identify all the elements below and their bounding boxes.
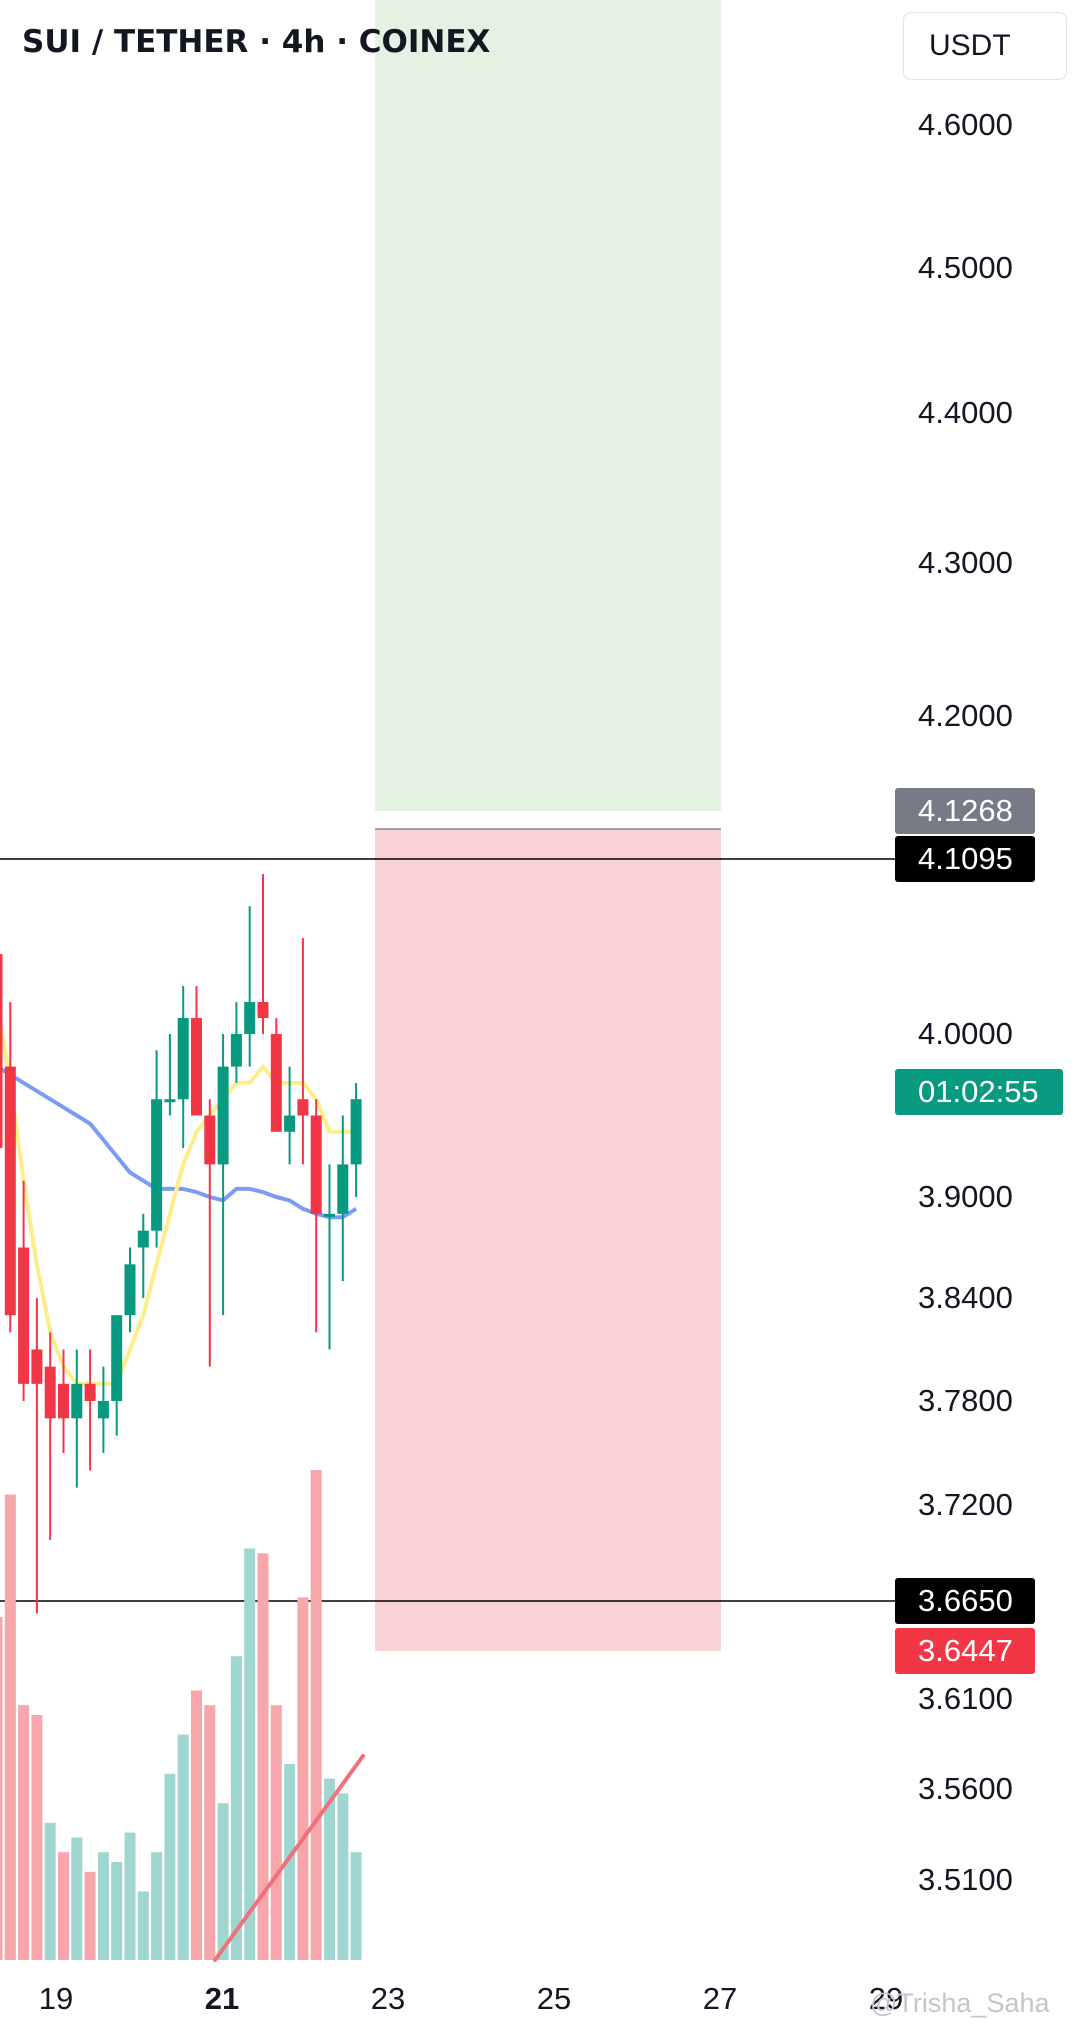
candle bbox=[4, 1066, 16, 1316]
volume-bar bbox=[337, 1793, 349, 1960]
price-axis-label: 4.5000 bbox=[918, 250, 1013, 285]
candle bbox=[124, 1264, 136, 1316]
volume-bar bbox=[58, 1852, 69, 1960]
candle bbox=[350, 1099, 362, 1165]
price-axis-label: 3.7800 bbox=[918, 1383, 1013, 1418]
volume-bar bbox=[177, 1734, 189, 1960]
candle bbox=[324, 1213, 335, 1217]
target-price-tag: 4.1268 bbox=[895, 788, 1035, 834]
volume-bar bbox=[257, 1553, 269, 1960]
candle bbox=[71, 1383, 83, 1419]
candle bbox=[337, 1164, 349, 1214]
price-axis-label: 4.2000 bbox=[918, 698, 1013, 733]
time-axis-label: 27 bbox=[702, 1981, 738, 2016]
candle bbox=[18, 1247, 30, 1384]
volume-bar bbox=[111, 1862, 123, 1960]
candle bbox=[244, 1002, 256, 1034]
volume-bar bbox=[4, 1494, 16, 1960]
volume-bar bbox=[284, 1764, 296, 1960]
price-axis-label: 4.6000 bbox=[918, 107, 1013, 142]
moving-average-fast bbox=[0, 1007, 357, 1386]
price-axis-label: 3.8400 bbox=[918, 1280, 1013, 1315]
volume-bar bbox=[97, 1852, 109, 1960]
price-axis-label: 3.9000 bbox=[918, 1179, 1013, 1214]
candle bbox=[31, 1349, 43, 1384]
candle bbox=[58, 1383, 69, 1419]
chart-title: SUI / TETHER · 4h · COINEX bbox=[22, 24, 491, 60]
candle bbox=[257, 1002, 269, 1019]
volume-bar bbox=[350, 1852, 362, 1960]
support-line-price-tag: 3.6650 bbox=[895, 1578, 1035, 1624]
stop-price-tag: 3.6447 bbox=[895, 1628, 1035, 1674]
time-axis-label: 25 bbox=[536, 1981, 572, 2016]
candle bbox=[297, 1099, 309, 1116]
trend-line bbox=[213, 1754, 365, 1962]
volume-bar bbox=[31, 1715, 43, 1960]
loss-zone bbox=[375, 829, 721, 1651]
volume-bar bbox=[270, 1705, 282, 1960]
candle bbox=[84, 1383, 96, 1401]
volume-bar bbox=[324, 1778, 335, 1960]
candle bbox=[0, 954, 3, 1149]
volume-bar bbox=[191, 1690, 202, 1960]
candle bbox=[177, 1018, 189, 1100]
price-axis-label: 4.3000 bbox=[918, 545, 1013, 580]
volume-bar bbox=[297, 1597, 309, 1960]
candle bbox=[137, 1230, 149, 1248]
price-axis-label: 4.4000 bbox=[918, 395, 1013, 430]
volume-bar bbox=[244, 1548, 256, 1960]
volume-bar bbox=[137, 1891, 149, 1960]
volume-bar bbox=[310, 1470, 322, 1960]
candle bbox=[151, 1099, 163, 1231]
candle bbox=[204, 1115, 216, 1165]
candle bbox=[284, 1115, 296, 1132]
candle bbox=[44, 1366, 56, 1419]
volume-bar bbox=[230, 1656, 242, 1960]
profit-zone bbox=[375, 0, 721, 811]
volume-bar bbox=[71, 1837, 83, 1960]
currency-button[interactable]: USDT bbox=[903, 12, 1067, 80]
time-axis-label: 23 bbox=[370, 1981, 406, 2016]
countdown-tag: 01:02:55 bbox=[895, 1069, 1063, 1115]
volume-bar bbox=[0, 1617, 3, 1960]
candle bbox=[217, 1066, 229, 1165]
volume-bar bbox=[124, 1832, 136, 1960]
volume-bar bbox=[204, 1705, 216, 1960]
candle bbox=[310, 1115, 322, 1214]
price-axis-label: 3.5100 bbox=[918, 1862, 1013, 1897]
volume-bar bbox=[151, 1852, 163, 1960]
candle bbox=[97, 1401, 109, 1419]
price-axis-label: 4.0000 bbox=[918, 1016, 1013, 1051]
price-axis-label: 3.5600 bbox=[918, 1771, 1013, 1806]
time-axis-label: 21 bbox=[204, 1981, 240, 2016]
volume-bar bbox=[18, 1705, 30, 1960]
time-axis-label: 29 bbox=[868, 1981, 904, 2016]
price-axis-label: 3.7200 bbox=[918, 1487, 1013, 1522]
time-axis-label: 19 bbox=[38, 1981, 74, 2016]
candle bbox=[270, 1034, 282, 1132]
candle bbox=[111, 1315, 123, 1401]
volume-bar bbox=[84, 1871, 96, 1960]
candle bbox=[164, 1099, 176, 1103]
volume-bar bbox=[44, 1822, 56, 1960]
volume-bar bbox=[164, 1773, 176, 1960]
price-axis-label: 3.6100 bbox=[918, 1681, 1013, 1716]
author-watermark: @Trisha_Saha bbox=[870, 1988, 1050, 2018]
candle bbox=[230, 1034, 242, 1067]
entry-line-price-tag: 4.1095 bbox=[895, 836, 1035, 882]
volume-bar bbox=[217, 1803, 229, 1960]
candle bbox=[191, 1018, 202, 1116]
